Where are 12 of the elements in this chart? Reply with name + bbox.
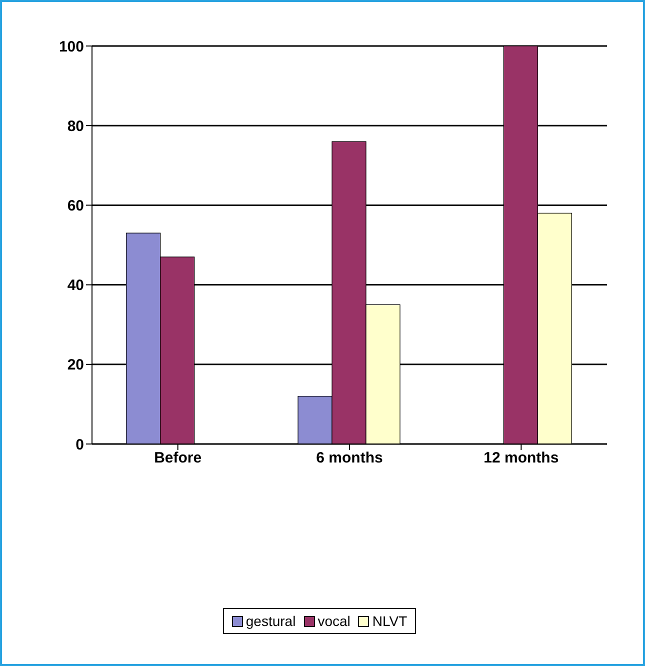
legend-label: NLVT bbox=[371, 613, 408, 629]
y-tick-label: 100 bbox=[58, 38, 84, 56]
y-tick-label: 80 bbox=[67, 118, 84, 135]
y-tick-label: 0 bbox=[76, 436, 84, 454]
x-tick-label: 12 months bbox=[484, 450, 559, 467]
y-tick-label: 20 bbox=[67, 356, 84, 374]
x-tick-label: 6 months bbox=[316, 450, 383, 467]
x-tick-label: Before bbox=[154, 450, 202, 467]
y-tick-label: 40 bbox=[67, 277, 84, 294]
y-tick-label: 60 bbox=[67, 198, 84, 215]
legend-label: gestural bbox=[244, 613, 296, 629]
legend-label: vocal bbox=[316, 613, 350, 629]
